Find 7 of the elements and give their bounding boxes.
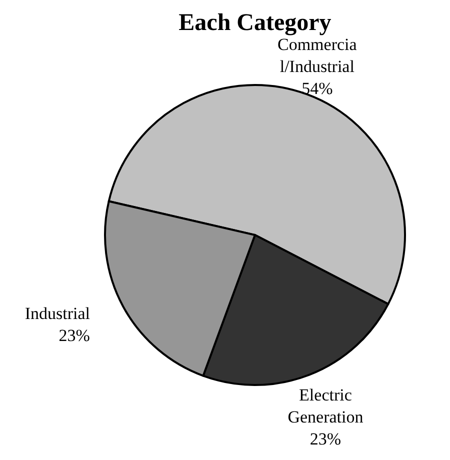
data-label: 23% bbox=[310, 430, 342, 449]
slice-label: Electric Generation bbox=[288, 386, 364, 427]
data-label: 23% bbox=[58, 326, 90, 346]
data-label: 54% bbox=[302, 79, 333, 98]
slice-label: Industrial bbox=[24, 304, 90, 324]
slice-label: Commercial/Industrial bbox=[277, 35, 358, 76]
chart-title: Each Category bbox=[178, 10, 332, 36]
